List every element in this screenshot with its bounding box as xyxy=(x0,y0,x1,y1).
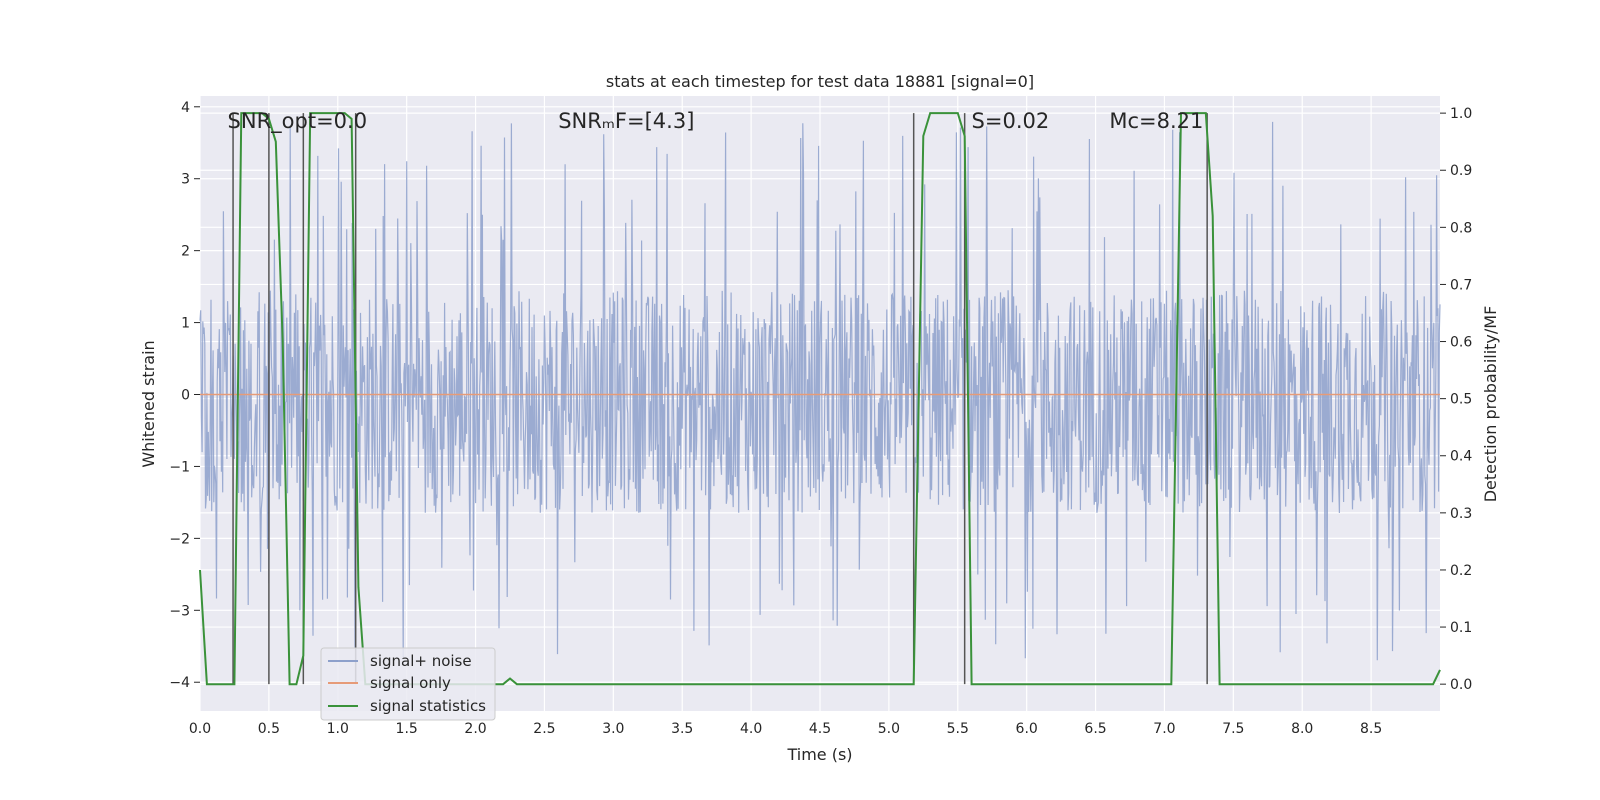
chart-title: stats at each timestep for test data 188… xyxy=(606,72,1034,91)
legend: signal+ noise signal only signal statist… xyxy=(320,647,496,721)
x-tick-label: 4.0 xyxy=(740,721,762,737)
y2-tick-label: 0.4 xyxy=(1450,449,1472,465)
y2-tick-label: 0.6 xyxy=(1450,335,1472,351)
y2-tick-label: 0.0 xyxy=(1450,677,1472,693)
y-tick-label: 1 xyxy=(181,316,190,332)
y-tick-label: −4 xyxy=(169,675,190,691)
y2-tick-label: 1.0 xyxy=(1450,106,1472,122)
annotation-label: SNRₘF=[4.3] xyxy=(558,109,694,133)
y-tick-label: −1 xyxy=(169,459,190,475)
x-tick-label: 8.5 xyxy=(1360,721,1382,737)
x-tick-label: 2.0 xyxy=(464,721,486,737)
x-tick-label: 6.0 xyxy=(1016,721,1038,737)
x-axis-label: Time (s) xyxy=(786,745,852,764)
legend-label-signal: signal only xyxy=(370,674,451,692)
y2-tick-label: 0.7 xyxy=(1450,277,1472,293)
annotations: SNR_opt=0.0 SNRₘF=[4.3] S=0.02 Mᴄ=8.21 xyxy=(228,109,1204,134)
annotation-label: SNR_opt=0.0 xyxy=(228,109,368,134)
x-tick-label: 6.5 xyxy=(1084,721,1106,737)
y-tick-label: 0 xyxy=(181,388,190,404)
y-tick-label: 3 xyxy=(181,172,190,188)
x-tick-label: 1.0 xyxy=(327,721,349,737)
y-axis-label: Whitened strain xyxy=(139,340,158,467)
x-tick-label: 0.0 xyxy=(189,721,211,737)
noise-trace xyxy=(199,121,1441,661)
annotation-label: S=0.02 xyxy=(972,109,1050,133)
y2-tick-label: 0.2 xyxy=(1450,563,1472,579)
y2-axis-label: Detection probability/MF xyxy=(1481,306,1500,503)
series-signal-plus-noise xyxy=(199,121,1441,661)
x-tick-label: 3.0 xyxy=(602,721,624,737)
x-tick-label: 4.5 xyxy=(809,721,831,737)
x-tick-label: 0.5 xyxy=(258,721,280,737)
x-tick-label: 5.5 xyxy=(947,721,969,737)
legend-box xyxy=(320,647,496,721)
y2-tick-label: 0.9 xyxy=(1450,163,1472,179)
y-ticks: −4 −3 −2 −1 0 1 2 3 4 xyxy=(169,100,200,691)
legend-label-noise: signal+ noise xyxy=(370,652,472,670)
y2-tick-label: 0.1 xyxy=(1450,620,1472,636)
x-tick-label: 7.0 xyxy=(1153,721,1175,737)
legend-label-statistics: signal statistics xyxy=(370,697,486,715)
x-tick-label: 3.5 xyxy=(671,721,693,737)
y2-tick-label: 0.5 xyxy=(1450,392,1472,408)
y-tick-label: 4 xyxy=(181,100,190,116)
x-tick-label: 2.5 xyxy=(533,721,555,737)
y-tick-label: 2 xyxy=(181,244,190,260)
y2-ticks: 0.0 0.1 0.2 0.3 0.4 0.5 0.6 0.7 0.8 0.9 1.0 xyxy=(1440,106,1472,693)
y2-tick-label: 0.3 xyxy=(1450,506,1472,522)
x-tick-label: 1.5 xyxy=(396,721,418,737)
x-tick-label: 5.0 xyxy=(878,721,900,737)
annotation-label: Mᴄ=8.21 xyxy=(1109,109,1203,133)
x-tick-label: 8.0 xyxy=(1291,721,1313,737)
y2-tick-label: 0.8 xyxy=(1450,220,1472,236)
x-ticks: 0.0 0.5 1.0 1.5 2.0 2.5 3.0 3.5 4.0 4.5 5.0 5.5 6.0 6… xyxy=(189,721,1382,737)
y-tick-label: −3 xyxy=(169,603,190,619)
x-tick-label: 7.5 xyxy=(1222,721,1244,737)
y-tick-label: −2 xyxy=(169,531,190,547)
